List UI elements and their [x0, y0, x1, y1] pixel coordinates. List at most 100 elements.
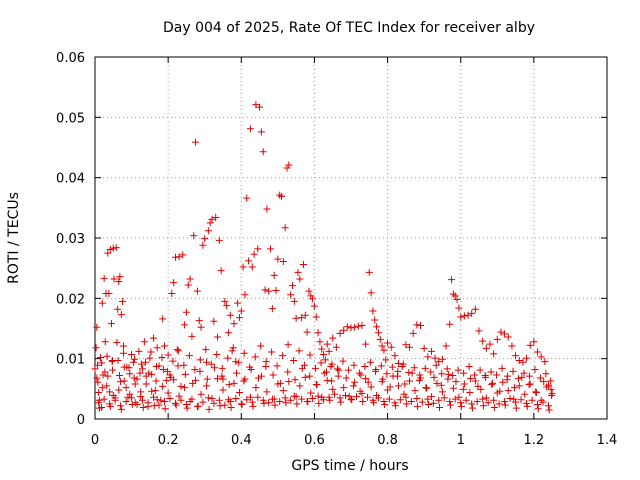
data-point	[437, 381, 445, 389]
data-point	[232, 394, 240, 402]
data-point	[409, 329, 417, 337]
data-point	[185, 352, 193, 360]
data-point	[218, 364, 226, 372]
data-point	[355, 369, 363, 377]
data-point	[251, 353, 259, 361]
y-tick-label: 0.04	[56, 172, 85, 187]
data-point	[345, 392, 353, 400]
data-point	[283, 164, 291, 172]
data-point	[267, 245, 275, 253]
data-point	[342, 391, 350, 399]
data-point	[523, 399, 531, 407]
data-point	[301, 373, 309, 381]
data-point	[320, 369, 328, 377]
data-point	[259, 396, 267, 404]
data-point	[445, 370, 453, 378]
data-point	[344, 366, 352, 374]
data-point	[182, 308, 190, 316]
data-point	[250, 250, 258, 258]
data-point	[172, 401, 180, 409]
data-point	[314, 329, 322, 337]
data-point	[391, 352, 399, 360]
data-point	[350, 361, 358, 369]
data-point	[162, 376, 170, 384]
data-point	[204, 394, 212, 402]
data-point	[482, 344, 490, 352]
data-point	[471, 305, 479, 313]
data-point	[369, 307, 377, 315]
data-point	[459, 385, 467, 393]
data-point	[146, 354, 154, 362]
data-point	[429, 399, 437, 407]
data-point	[232, 358, 240, 366]
data-point	[265, 287, 273, 295]
data-point	[92, 344, 100, 352]
data-point	[237, 400, 245, 408]
data-point	[152, 377, 160, 385]
data-point	[323, 376, 331, 384]
data-point	[106, 245, 114, 253]
data-point	[190, 232, 198, 240]
data-point	[101, 368, 109, 376]
data-point	[376, 335, 384, 343]
data-point	[364, 378, 372, 386]
data-point	[91, 365, 99, 373]
data-point	[279, 352, 287, 360]
data-point	[208, 215, 216, 223]
data-point	[265, 399, 273, 407]
data-point	[314, 392, 322, 400]
data-point	[177, 396, 185, 404]
data-point	[195, 317, 203, 325]
x-tick-label: 1.4	[597, 433, 618, 448]
data-point	[331, 390, 339, 398]
data-point	[299, 261, 307, 269]
x-tick-label: 0.2	[158, 433, 179, 448]
data-point	[141, 358, 149, 366]
data-point	[436, 404, 444, 412]
data-point	[210, 317, 218, 325]
data-point	[263, 388, 271, 396]
data-point	[164, 389, 172, 397]
data-point	[534, 405, 542, 413]
data-point	[248, 263, 256, 271]
data-point	[247, 366, 255, 374]
x-tick-label: 0.6	[304, 433, 325, 448]
data-point	[279, 387, 287, 395]
data-point	[241, 375, 249, 383]
data-point	[188, 332, 196, 340]
data-point	[252, 384, 260, 392]
data-point	[420, 344, 428, 352]
data-point	[120, 349, 128, 357]
data-point	[229, 344, 237, 352]
data-point	[248, 398, 256, 406]
x-tick-label: 0.8	[377, 433, 398, 448]
data-point	[240, 349, 248, 357]
data-point	[235, 314, 243, 322]
data-point	[243, 194, 251, 202]
data-point	[95, 404, 103, 412]
data-point	[501, 398, 509, 406]
data-point	[452, 378, 460, 386]
data-point	[117, 405, 125, 413]
data-point	[290, 392, 298, 400]
data-point	[354, 322, 362, 330]
data-point	[221, 297, 229, 305]
data-point	[457, 402, 465, 410]
data-point	[504, 387, 512, 395]
data-point	[153, 344, 161, 352]
data-point	[449, 372, 457, 380]
data-point	[243, 396, 251, 404]
data-point	[544, 381, 552, 389]
data-point	[284, 341, 292, 349]
data-point	[152, 363, 160, 371]
data-point	[466, 388, 474, 396]
data-point	[120, 377, 128, 385]
data-point	[197, 390, 205, 398]
data-point	[94, 361, 102, 369]
data-point	[256, 103, 264, 111]
data-point	[148, 387, 156, 395]
data-point	[407, 398, 415, 406]
data-point	[380, 346, 388, 354]
data-point	[402, 393, 410, 401]
data-point	[501, 401, 509, 409]
